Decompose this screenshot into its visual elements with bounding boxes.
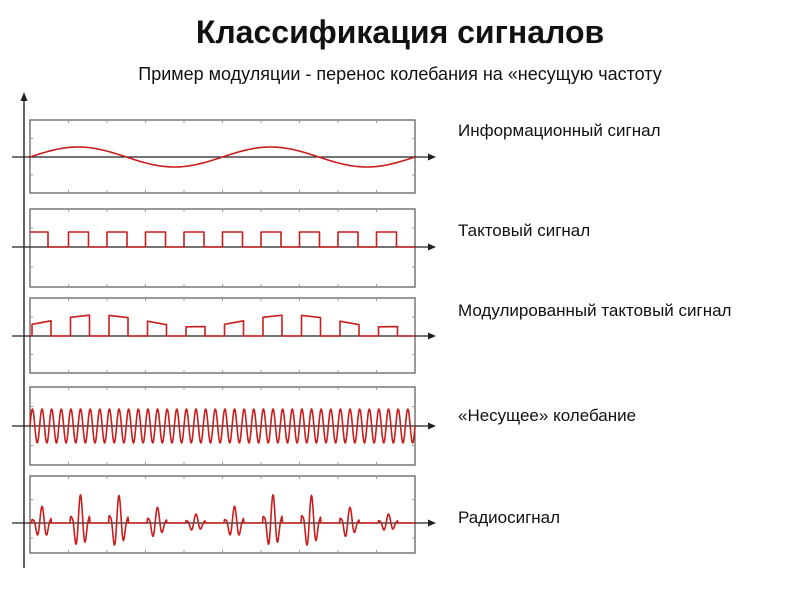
signal-sine <box>29 146 416 168</box>
time-axis-arrow <box>428 519 436 527</box>
time-axis-arrow <box>428 153 436 161</box>
panel-sine <box>12 119 436 194</box>
panel-frame <box>29 475 416 554</box>
main-axis <box>20 92 28 568</box>
time-axis-arrow <box>428 243 436 251</box>
time-axis-arrow <box>428 332 436 340</box>
panel-modulated-clock <box>12 297 436 374</box>
label-carrier-oscillation: «Несущее» колебание <box>458 406 637 425</box>
panel-carrier <box>12 386 436 466</box>
signal-clock <box>30 231 415 248</box>
vertical-axis-arrow <box>20 92 28 101</box>
label-radio-signal: Радиосигнал <box>458 508 561 527</box>
label-modulated-clock-signal: Модулированный тактовый сигнал <box>458 301 732 320</box>
page-subtitle: Пример модуляции - перенос колебания на … <box>138 64 662 84</box>
panel-radio <box>12 475 436 554</box>
label-information-signal: Информационный сигнал <box>458 121 661 140</box>
panel-clock <box>12 208 436 288</box>
page-title: Классификация сигналов <box>195 14 605 50</box>
time-axis-arrow <box>428 422 436 430</box>
panel-frame <box>29 208 416 288</box>
label-clock-signal: Тактовый сигнал <box>458 221 591 240</box>
signal-panels <box>12 119 436 554</box>
signal-modulated-clock <box>30 314 415 337</box>
signal-radio <box>29 493 416 546</box>
signal-carrier <box>29 408 416 444</box>
